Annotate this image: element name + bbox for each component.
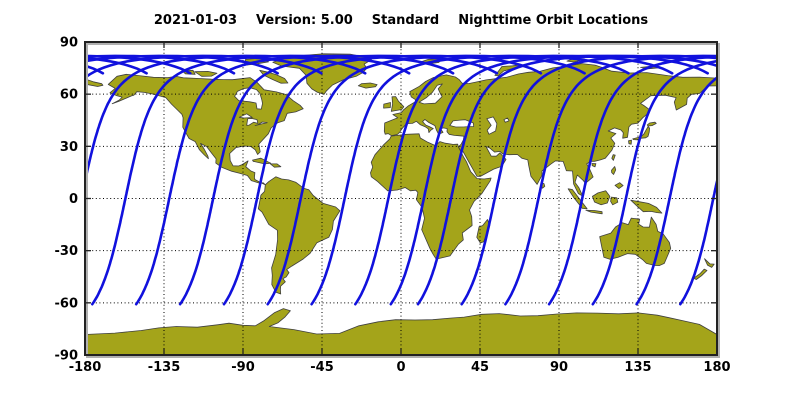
land-iceland — [357, 82, 378, 89]
y-tick-label: 90 — [60, 36, 78, 51]
land-new-zealand-north — [704, 258, 715, 268]
orbit-track — [724, 56, 800, 304]
x-tick-label: 135 — [624, 360, 651, 375]
x-tick-label: -135 — [148, 360, 181, 375]
x-tick-label: 0 — [396, 360, 405, 375]
land-java — [585, 209, 603, 215]
plot-frame — [84, 41, 718, 356]
orbit-track — [91, 54, 411, 306]
plot-title: 2021-01-03 Version: 5.00 Standard Nightt… — [85, 13, 717, 28]
orbit-track — [178, 54, 499, 306]
orbit-track — [266, 54, 586, 306]
y-tick-label: -90 — [55, 349, 79, 364]
y-tick-label: 30 — [60, 140, 78, 155]
land-new-guinea — [630, 199, 663, 214]
land-kyushu — [628, 139, 632, 145]
orbit-track — [389, 54, 709, 306]
orbit-track — [679, 175, 717, 306]
frame-shadow — [86, 43, 720, 358]
x-tick-label: -45 — [310, 360, 334, 375]
orbit-track — [416, 54, 717, 306]
lake-hudson-bay — [234, 87, 263, 110]
land-new-zealand-south — [693, 268, 708, 280]
y-tick-label: 0 — [69, 192, 78, 207]
orbit-track — [0, 56, 40, 304]
orbit-track — [354, 54, 674, 306]
land-sulawesi — [610, 196, 619, 206]
x-tick-label: -180 — [69, 360, 102, 375]
orbit-track — [504, 54, 717, 306]
land-luzon — [611, 166, 617, 175]
map-area — [0, 42, 800, 355]
x-tick-label: 45 — [471, 360, 489, 375]
orbit-track — [547, 55, 717, 306]
title-date: 2021-01-03 — [153, 13, 238, 28]
orbit-track — [85, 54, 367, 188]
title-version: Version: 5.00 — [256, 13, 353, 28]
land-mindanao — [614, 182, 624, 189]
orbit-track — [460, 54, 717, 306]
orbit-track — [591, 59, 717, 306]
x-tick-label: -90 — [231, 360, 255, 375]
orbit-track — [768, 56, 800, 304]
orbit-track — [134, 54, 455, 306]
y-tick-label: -30 — [55, 244, 79, 259]
x-tick-label: 180 — [703, 360, 730, 375]
land-antarctica — [85, 308, 717, 355]
lake-caspian-sea — [486, 116, 498, 135]
x-tick-label: 90 — [550, 360, 568, 375]
lake-aral-sea — [503, 117, 510, 123]
land-australia — [599, 216, 672, 266]
land-taiwan — [611, 154, 616, 161]
orbit-track — [310, 54, 630, 306]
title-product: Standard — [371, 13, 440, 28]
y-tick-label: -60 — [55, 296, 79, 311]
land-victoria-island — [194, 71, 218, 77]
lake-lake-michigan-huron — [246, 118, 259, 126]
land-south-america — [257, 176, 341, 295]
land-ireland — [383, 102, 391, 109]
orbit-track — [222, 54, 543, 306]
land-hispaniola — [270, 163, 282, 168]
title-description: Nighttime Orbit Locations — [458, 13, 649, 28]
lake-lake-superior — [238, 113, 253, 119]
orbit-track — [85, 54, 323, 80]
orbit-track — [635, 76, 717, 306]
lake-lake-erie-ontario — [254, 121, 268, 126]
y-tick-label: 60 — [60, 88, 78, 103]
land-eurasia — [383, 63, 717, 197]
land-hainan — [591, 163, 597, 168]
land-borneo — [592, 190, 611, 206]
